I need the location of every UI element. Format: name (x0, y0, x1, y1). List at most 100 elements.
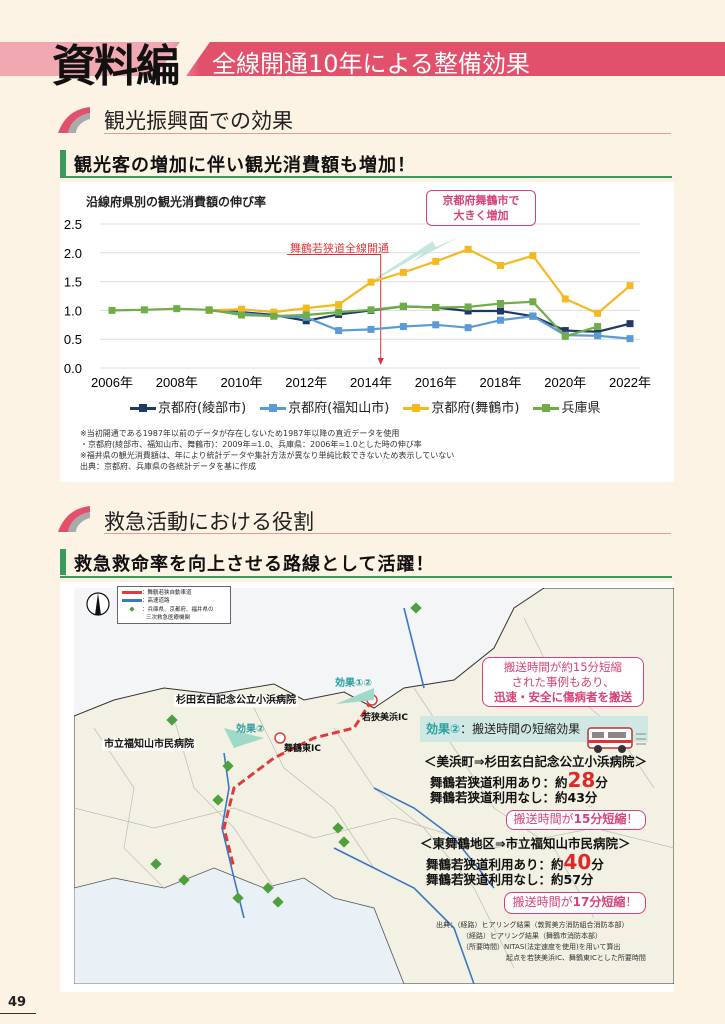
data-point (238, 311, 245, 319)
source-line: （所要時間）NITAS(法定速度を使用)を用いて算出 (462, 943, 621, 951)
route-title: ＜東舞鶴地区⇒市立福知山市民病院＞ (420, 836, 631, 851)
saving-badge: 搬送時間が15分短縮！ (506, 810, 646, 830)
data-point (464, 307, 472, 315)
data-point (529, 298, 537, 306)
chart-panel (60, 182, 674, 482)
data-point (497, 299, 504, 307)
section-title-tourism: 観光振興面での効果 (104, 109, 293, 133)
y-tick-label: 2.0 (64, 246, 82, 261)
x-tick-label: 2012年 (285, 375, 327, 390)
data-point (561, 295, 569, 303)
saving-value: 15分短縮 (573, 812, 627, 826)
opening-marker-arrowhead (377, 358, 384, 365)
north-arrow-icon (86, 592, 110, 616)
data-point (626, 335, 634, 343)
data-point (173, 305, 181, 313)
data-point (464, 324, 472, 332)
route-with: 舞鶴若狭道利用あり：約28分 (430, 770, 647, 790)
callout-line: 搬送時間が約15分短縮 (503, 660, 623, 674)
effect2-label: 効果② (426, 722, 461, 736)
callout-line: された事例もあり、 (511, 675, 615, 689)
page-rule (0, 1013, 36, 1014)
series-line (209, 248, 631, 315)
data-point (335, 308, 343, 316)
legend-item: ：舞鶴若狭自動車道 (122, 589, 226, 597)
legend-item: ◆ ：兵庫県、京都府、福井県の三次救急医療機関 (122, 605, 226, 622)
callout-line: 大きく増加 (453, 209, 509, 222)
page-number: 49 (8, 995, 27, 1010)
data-point (497, 307, 504, 315)
data-point (108, 306, 116, 314)
data-point (367, 325, 375, 333)
source-line: 出典：（経路）ヒアリング結果（敦賀美方消防組合消防本部） (436, 921, 629, 929)
chart-title: 沿線府県別の観光消費額の伸び率 (86, 195, 267, 209)
transport-callout: 搬送時間が約15分短縮 された事例もあり、 迅速・安全に傷病者を搬送 (482, 657, 644, 707)
legend-item: ：高速道路 (122, 597, 226, 605)
with-label: 舞鶴若狭道利用あり：約 (426, 857, 564, 872)
x-tick-label: 2022年 (609, 375, 651, 390)
unit: 分 (591, 857, 604, 872)
route-without: 舞鶴若狭道利用なし：約43分 (430, 790, 598, 805)
route-title: ＜美浜町⇒杉田玄白記念公立小浜病院＞ (424, 754, 647, 769)
data-point (238, 305, 245, 313)
data-point (594, 332, 602, 340)
hospital-diamond-icon: ◆ (129, 605, 135, 613)
y-tick-label: 1.5 (64, 275, 82, 290)
with-label: 舞鶴若狭道利用あり：約 (430, 775, 568, 790)
trend-arrow (348, 237, 459, 296)
subtitle-emergency: 救急救命率を向上させる路線として活躍！ (74, 554, 435, 575)
data-point (205, 306, 213, 314)
source-line: （経路）ヒアリング結果（舞鶴市消防本部） (462, 932, 602, 940)
legend-label: ：舞鶴若狭自動車道 (142, 590, 192, 596)
data-point (626, 282, 634, 290)
road-icon (58, 506, 90, 532)
data-point (302, 304, 310, 312)
chart-callout: 京都府舞鶴市で 大きく増加 (426, 190, 536, 226)
x-tick-label: 2014年 (350, 375, 392, 390)
map-sources: 出典：（経路）ヒアリング結果（敦賀美方消防組合消防本部） （経路）ヒアリング結果… (436, 920, 646, 964)
legend-label: 三次救急医療機関 (146, 615, 191, 621)
legend-label: ：高速道路 (142, 598, 170, 604)
map-label-obama-hospital: 杉田玄白記念公立小浜病院 (174, 695, 298, 707)
data-point (529, 312, 537, 320)
with-value: 40 (563, 850, 592, 874)
legend-label: ：兵庫県、京都府、福井県の (142, 607, 214, 613)
main-title: 資料編 (52, 41, 180, 92)
x-tick-label: 2008年 (156, 375, 198, 390)
subtitle-tourism: 観光客の増加に伴い観光消費額も増加！ (74, 155, 416, 176)
data-point (335, 327, 343, 335)
route-1: ＜美浜町⇒杉田玄白記念公立小浜病院＞ 舞鶴若狭道利用あり：約28分 舞鶴若狭道利… (424, 754, 647, 806)
note: ※福井県の観光消費額は、年により統計データや集計方法が異なり単純比較できないため… (80, 451, 455, 460)
legend-label: 京都府(福知山市) (288, 401, 390, 416)
title-banner (0, 42, 725, 76)
note: ※当初開通である1987年以前のデータが存在しないため1987年以降の直近データ… (80, 429, 400, 438)
saving-suffix: ！ (626, 812, 639, 826)
x-tick-label: 2016年 (415, 375, 457, 390)
data-point (594, 328, 602, 336)
data-point (270, 312, 278, 320)
line-chart: 0.0 0.5 1.0 1.5 2.0 2.5 2006年 2008年 2010年 2012年 20… (64, 217, 651, 390)
saving-value: 17分短縮 (572, 895, 626, 909)
y-tick-label: 1.0 (64, 303, 82, 318)
divider (60, 176, 672, 178)
saving-suffix: ！ (625, 895, 638, 909)
section-title-emergency: 救急活動における役割 (104, 510, 314, 534)
source-line: 起点を若狭美浜IC、舞鶴東ICとした所要時間 (506, 954, 646, 962)
data-point (399, 268, 407, 276)
banner-title: 全線開通10年による整備効果 (212, 50, 530, 78)
x-tick-label: 2020年 (544, 375, 586, 390)
data-point (594, 323, 602, 331)
data-point (367, 306, 375, 314)
legend-item: 兵庫県 (533, 397, 600, 416)
ambulance-icon (587, 727, 646, 753)
note: 出典：京都府、兵庫県の各統計データを基に作成 (80, 462, 256, 471)
chart-notes: ※当初開通である1987年以前のデータが存在しないため1987年以降の直近データ… (80, 428, 454, 472)
effect2-text: ：搬送時間の短縮効果 (460, 722, 581, 736)
data-point (432, 257, 440, 265)
data-point (432, 304, 440, 312)
subtitle-bar (60, 549, 66, 575)
callout-line: 京都府舞鶴市で (442, 194, 520, 207)
data-point (270, 308, 278, 316)
data-point (432, 321, 440, 329)
x-tick-label: 2018年 (480, 375, 522, 390)
